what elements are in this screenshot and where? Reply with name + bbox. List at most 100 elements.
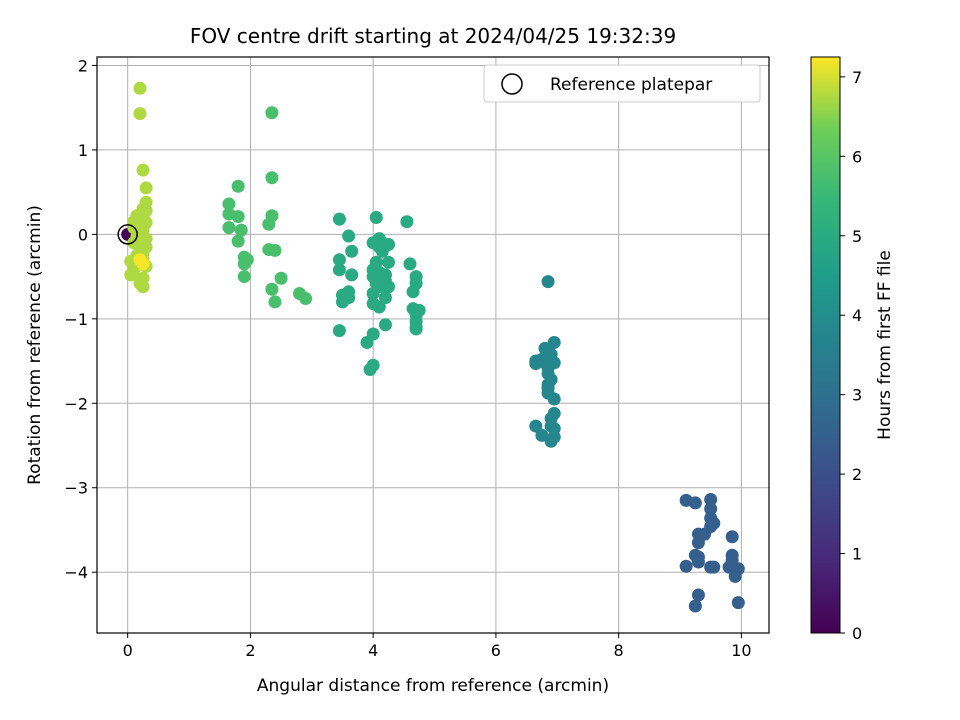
y-tick-label: −4 <box>64 563 88 582</box>
plot-background <box>97 57 769 633</box>
scatter-point <box>222 197 236 211</box>
y-tick-label: 1 <box>78 141 88 160</box>
scatter-point <box>268 295 282 309</box>
chart-title: FOV centre drift starting at 2024/04/25 … <box>190 24 676 48</box>
scatter-point <box>409 322 423 336</box>
scatter-point <box>688 599 702 613</box>
scatter-point <box>403 257 417 271</box>
scatter-point <box>707 560 721 574</box>
scatter-point <box>136 280 150 294</box>
scatter-point <box>133 253 147 267</box>
scatter-point <box>231 179 245 193</box>
scatter-point <box>345 268 359 282</box>
scatter-point <box>725 530 739 544</box>
scatter-point <box>332 212 346 226</box>
scatter-point <box>274 271 288 285</box>
scatter-point <box>369 210 383 224</box>
x-tick-label: 6 <box>491 641 501 660</box>
colorbar-tick-label: 6 <box>852 147 862 166</box>
scatter-point <box>731 596 745 610</box>
scatter-point <box>265 282 279 296</box>
scatter-point <box>332 263 346 277</box>
scatter-point <box>704 502 718 516</box>
scatter-point <box>400 215 414 229</box>
colorbar-tick-label: 4 <box>852 306 862 325</box>
x-tick-label: 8 <box>614 641 624 660</box>
scatter-point <box>234 223 248 237</box>
legend: Reference platepar <box>483 64 761 103</box>
scatter-point <box>378 291 392 305</box>
scatter-point <box>332 324 346 338</box>
colorbar-tick-label: 3 <box>852 386 862 405</box>
y-tick-label: 2 <box>78 56 88 75</box>
scatter-point <box>345 244 359 258</box>
y-tick-label: −2 <box>64 394 88 413</box>
scatter-point <box>688 496 702 510</box>
scatter-point <box>382 255 396 269</box>
scatter-point <box>342 229 356 243</box>
scatter-point <box>262 217 276 231</box>
scatter-point <box>299 292 313 306</box>
y-axis-label: Rotation from reference (arcmin) <box>25 205 45 485</box>
scatter-point <box>363 362 377 376</box>
colorbar-tick-label: 5 <box>852 227 862 246</box>
scatter-point <box>704 493 718 507</box>
y-axis-ticks: 2 1 0 −1 −2 −3 −4 <box>64 56 97 582</box>
scatter-point <box>222 221 236 235</box>
legend-reference-marker <box>501 73 523 95</box>
scatter-point <box>124 268 138 282</box>
colorbar-tick-label: 0 <box>852 624 862 643</box>
scatter-point <box>139 181 153 195</box>
colorbar: 0 1 2 3 4 5 6 7 Hours from first FF file <box>810 56 895 643</box>
x-tick-label: 2 <box>245 641 255 660</box>
scatter-point <box>529 357 543 371</box>
colorbar-gradient <box>810 56 841 634</box>
scatter-point <box>231 210 245 224</box>
scatter-point <box>541 275 555 289</box>
x-tick-label: 10 <box>731 641 751 660</box>
colorbar-tick-label: 1 <box>852 545 862 564</box>
scatter-point <box>547 335 561 349</box>
scatter-point <box>136 163 150 177</box>
colorbar-label: Hours from first FF file <box>875 250 895 440</box>
scatter-point <box>133 107 147 121</box>
scatter-point <box>382 280 396 294</box>
x-tick-label: 4 <box>368 641 378 660</box>
scatter-point <box>265 106 279 120</box>
scatter-point <box>547 392 561 406</box>
plot-area <box>96 56 770 634</box>
scatter-point <box>535 428 549 442</box>
colorbar-tick-label: 7 <box>852 68 862 87</box>
x-axis-ticks: 0 2 4 6 8 10 <box>123 633 752 660</box>
scatter-point <box>406 285 420 299</box>
scatter-points <box>121 81 745 613</box>
scatter-point <box>237 257 251 271</box>
colorbar-tick-label: 2 <box>852 465 862 484</box>
y-tick-label: −3 <box>64 479 88 498</box>
scatter-point <box>268 243 282 257</box>
colorbar-ticks: 0 1 2 3 4 5 6 7 <box>840 68 862 643</box>
grid <box>97 57 769 633</box>
scatter-point <box>375 244 389 258</box>
scatter-point <box>237 270 251 284</box>
scatter-point <box>691 536 705 550</box>
x-axis-label: Angular distance from reference (arcmin) <box>257 676 609 696</box>
reference-layer <box>117 224 138 245</box>
scatter-point <box>360 335 374 349</box>
y-tick-label: −1 <box>64 310 88 329</box>
scatter-point <box>728 569 742 583</box>
scatter-point <box>265 171 279 185</box>
scatter-point <box>691 588 705 602</box>
scatter-point <box>378 318 392 332</box>
legend-label: Reference platepar <box>550 75 712 95</box>
legend-box <box>483 64 761 103</box>
x-tick-label: 0 <box>123 641 133 660</box>
scatter-point <box>679 559 693 573</box>
y-tick-label: 0 <box>78 225 88 244</box>
scatter-point <box>529 419 543 433</box>
plot-frame <box>96 56 770 634</box>
scatter-point <box>691 555 705 569</box>
scatter-point <box>366 286 380 300</box>
reference-marker <box>117 224 138 245</box>
